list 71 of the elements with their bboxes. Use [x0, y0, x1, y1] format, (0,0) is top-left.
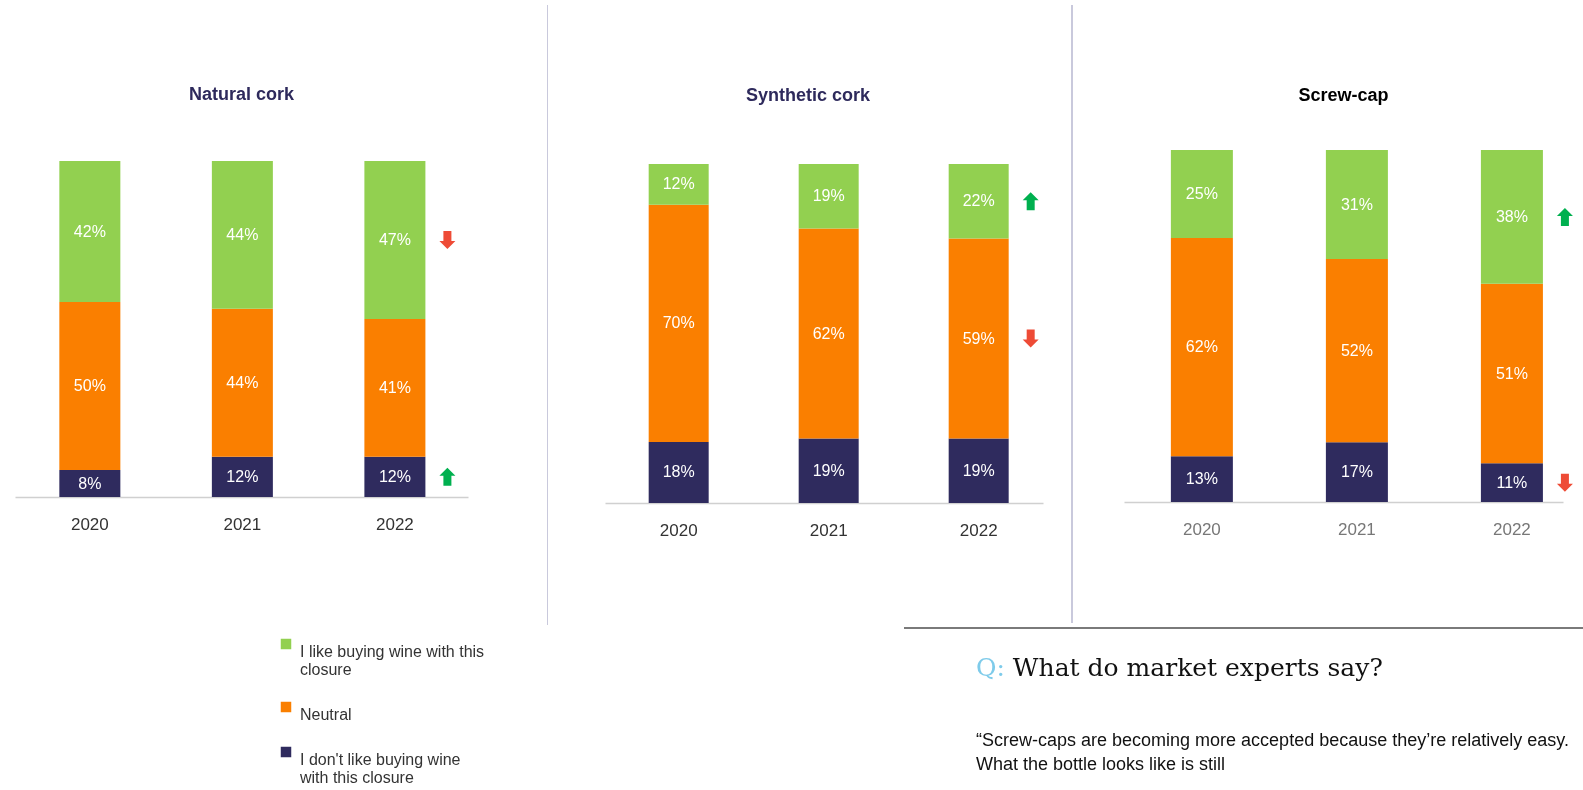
- x-tick-label: 2021: [809, 520, 848, 540]
- data-label: 12%: [662, 175, 695, 193]
- bar: [1480, 463, 1543, 502]
- data-label: 59%: [962, 329, 995, 347]
- x-tick-label: 2020: [70, 514, 109, 534]
- data-label: 12%: [226, 467, 259, 485]
- data-label: 17%: [1340, 463, 1373, 481]
- bar: [648, 441, 709, 503]
- data-label: 52%: [1340, 341, 1373, 359]
- bar: [364, 161, 426, 319]
- data-label: 19%: [962, 461, 995, 479]
- x-tick-label: 2021: [1337, 519, 1376, 539]
- data-label: 51%: [1495, 364, 1528, 382]
- data-label: 38%: [1495, 207, 1528, 225]
- bar: [798, 228, 859, 439]
- data-label: 8%: [78, 474, 102, 492]
- bar: [1325, 150, 1388, 260]
- data-label: 12%: [378, 467, 411, 485]
- x-tick-label: 2022: [959, 520, 998, 540]
- bar: [211, 308, 273, 457]
- data-label: 19%: [812, 187, 845, 205]
- bar: [1480, 150, 1543, 284]
- chart-title: Natural cork: [188, 84, 295, 104]
- bar: [1170, 456, 1233, 502]
- data-label: 70%: [662, 314, 695, 332]
- data-label: 44%: [226, 225, 259, 243]
- legend-label: I don't like buying wine with this closure: [299, 751, 461, 786]
- text: Q: What do market experts say?: [976, 652, 1384, 684]
- bar: [211, 161, 273, 309]
- bar: [364, 318, 426, 457]
- data-label: 13%: [1185, 470, 1218, 488]
- bar: [648, 164, 709, 205]
- data-label: 50%: [73, 377, 106, 395]
- bar: [1170, 150, 1233, 238]
- bar: [948, 164, 1009, 239]
- data-label: 31%: [1340, 195, 1373, 213]
- bar: [59, 161, 121, 303]
- x-tick-label: 2021: [223, 514, 262, 534]
- bar: [59, 470, 121, 497]
- data-label: 19%: [812, 461, 845, 479]
- data-label: 41%: [378, 378, 411, 396]
- x-tick-label: 2020: [1182, 519, 1221, 539]
- bar: [798, 438, 859, 503]
- data-label: 22%: [962, 192, 995, 210]
- bar: [1325, 442, 1388, 502]
- text: “Screw-caps are becoming more accepted because they’re relatively easy. What the bottle looks like is still: [976, 729, 1570, 776]
- data-label: 44%: [226, 373, 259, 391]
- bar: [798, 164, 859, 229]
- legend-label: I like buying wine with this closure: [300, 643, 485, 678]
- bar: [648, 204, 709, 442]
- bar: [59, 302, 121, 471]
- bar: [1480, 283, 1543, 464]
- bar: [948, 438, 1009, 503]
- x-tick-label: 2022: [1492, 519, 1531, 539]
- data-label: 18%: [662, 463, 695, 481]
- data-label: 62%: [812, 324, 845, 342]
- data-label: 47%: [378, 230, 411, 248]
- chart-title: Screw-cap: [1298, 85, 1389, 105]
- chart-title: Synthetic cork: [745, 85, 872, 105]
- x-tick-label: 2020: [659, 520, 698, 540]
- bar: [211, 456, 273, 497]
- data-label: 25%: [1185, 185, 1218, 202]
- data-label: 11%: [1496, 473, 1528, 491]
- data-label: 42%: [73, 222, 106, 240]
- data-label: 62%: [1185, 338, 1218, 356]
- bar: [948, 238, 1009, 439]
- bar: [364, 456, 426, 497]
- x-tick-label: 2022: [375, 514, 414, 534]
- legend-label: Neutral: [300, 706, 352, 723]
- bar: [1325, 259, 1388, 443]
- bar: [1170, 238, 1233, 457]
